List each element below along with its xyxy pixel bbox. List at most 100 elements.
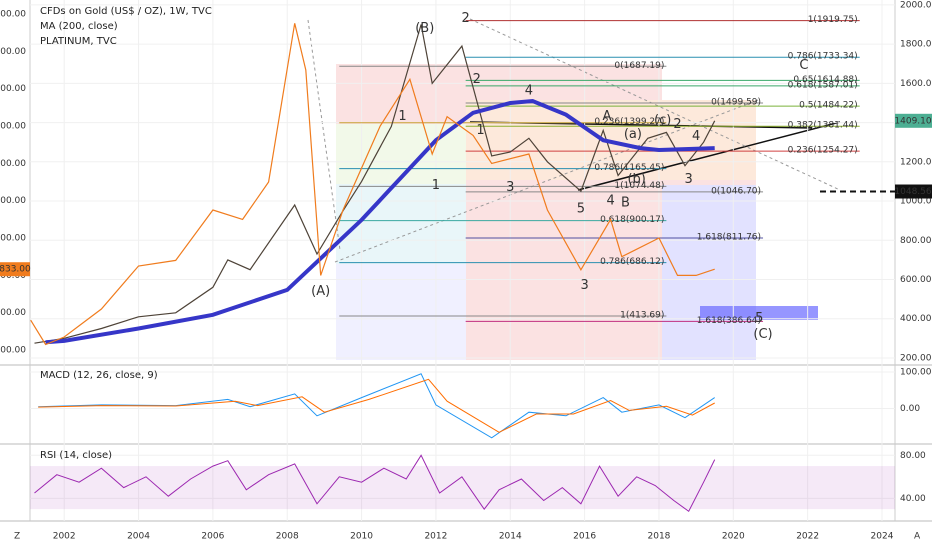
x-tick-label: 2008 bbox=[276, 532, 299, 542]
fib-label: 0.786(686.12) bbox=[600, 257, 664, 267]
price-tag-label: 1048.56 bbox=[894, 187, 931, 197]
y-tick-label: 600.00 bbox=[900, 275, 932, 285]
fib-label: 0(1687.19) bbox=[614, 61, 664, 71]
y-tick-label: 1200.00 bbox=[900, 157, 932, 167]
wave-label: 4 bbox=[606, 194, 614, 209]
corner-label: A bbox=[914, 532, 921, 542]
wave-label: (B) bbox=[415, 21, 434, 36]
fib-label: 1.618(386.64) bbox=[697, 316, 761, 326]
target-box bbox=[700, 306, 818, 320]
fib-label: 1.618(811.76) bbox=[697, 232, 761, 242]
y-tick-label: 200.00 bbox=[900, 353, 932, 363]
x-tick-label: 2004 bbox=[127, 532, 150, 542]
y-tick-label: 1400.00 bbox=[0, 159, 26, 169]
wave-label: 2 bbox=[473, 72, 481, 87]
wave-label: 1 bbox=[432, 178, 440, 193]
x-tick-label: 2018 bbox=[648, 532, 671, 542]
fib-label: 0.65(1614.88) bbox=[793, 75, 857, 85]
x-tick-label: 2016 bbox=[573, 532, 596, 542]
x-tick-label: 2020 bbox=[722, 532, 745, 542]
fib-label: 0.786(1733.34) bbox=[788, 52, 858, 62]
y-tick-label: 400.00 bbox=[900, 314, 932, 324]
corner-label: Z bbox=[14, 532, 20, 542]
y-tick-label: 1800.00 bbox=[0, 84, 26, 94]
wave-label: 4 bbox=[525, 84, 533, 99]
price-tag bbox=[0, 262, 30, 277]
legend-macd: MACD (12, 26, close, 9) bbox=[40, 370, 158, 381]
fib-label: 0.5(1484.22) bbox=[799, 101, 858, 111]
wave-label: (C) bbox=[753, 327, 772, 342]
x-tick-label: 2024 bbox=[871, 532, 894, 542]
wave-label: (A) bbox=[311, 284, 330, 299]
wave-label: 3 bbox=[506, 180, 514, 195]
legend-gold: CFDs on Gold (US$ / OZ), 1W, TVC bbox=[40, 6, 212, 17]
zone bbox=[336, 64, 662, 360]
wave-label: 2 bbox=[673, 117, 681, 132]
x-tick-label: 2010 bbox=[350, 532, 373, 542]
y-tick-label: 40.00 bbox=[900, 494, 926, 504]
y-tick-label: 80.00 bbox=[900, 451, 926, 461]
legend-platinum: PLATINUM, TVC bbox=[40, 36, 117, 47]
wave-label: C bbox=[799, 58, 808, 73]
fib-label: 0.236(1399.27) bbox=[594, 117, 664, 127]
wave-label: 4 bbox=[692, 129, 700, 144]
fib-label: 1(413.69) bbox=[620, 311, 664, 321]
fib-label: 0.236(1254.27) bbox=[788, 146, 858, 156]
wave-label: (b) bbox=[627, 172, 645, 187]
wave-label: (c) bbox=[654, 113, 671, 128]
y-tick-label: 1200.00 bbox=[0, 196, 26, 206]
y-tick-label: 0.00 bbox=[900, 404, 920, 414]
macd-line bbox=[38, 378, 715, 433]
y-tick-label: 400.00 bbox=[0, 346, 26, 356]
wave-label: 3 bbox=[580, 278, 588, 293]
y-tick-label: 800.00 bbox=[900, 236, 932, 246]
wave-label: 3 bbox=[685, 172, 693, 187]
fib-label: 0.786(1165.45) bbox=[594, 163, 664, 173]
x-tick-label: 2002 bbox=[53, 532, 76, 542]
zone bbox=[336, 64, 662, 124]
zone bbox=[336, 264, 662, 360]
y-tick-label: 1600.00 bbox=[0, 122, 26, 132]
wave-label: 1 bbox=[476, 123, 484, 138]
legend-ma: MA (200, close) bbox=[40, 21, 118, 32]
wave-label: 1 bbox=[398, 109, 406, 124]
price-tag-label: 833.00 bbox=[0, 265, 31, 275]
macd-line bbox=[38, 373, 715, 439]
x-tick-label: 2014 bbox=[499, 532, 522, 542]
y-tick-label: 1000.00 bbox=[0, 234, 26, 244]
y-tick-label: 1800.00 bbox=[900, 40, 932, 50]
wave-label: A bbox=[602, 109, 611, 124]
fib-label: 0.618(1587.01) bbox=[788, 80, 858, 90]
fib-label: 1(1074.48) bbox=[614, 181, 664, 191]
price-tag bbox=[895, 184, 932, 199]
trendline bbox=[577, 121, 841, 191]
series-line bbox=[34, 24, 716, 344]
x-tick-label: 2006 bbox=[201, 532, 224, 542]
fib-label: 1(1919.75) bbox=[808, 15, 858, 25]
wave-label: (a) bbox=[624, 127, 642, 142]
x-tick-label: 2022 bbox=[796, 532, 819, 542]
zone bbox=[466, 180, 756, 360]
trendline bbox=[469, 18, 841, 191]
y-tick-label: 1600.00 bbox=[900, 79, 932, 89]
fib-label: 0(1499.59) bbox=[711, 98, 761, 108]
fib-label: 0.382(1381.44) bbox=[788, 121, 858, 131]
fib-label: 0(1046.70) bbox=[711, 186, 761, 196]
price-tag-label: 1409.10 bbox=[894, 116, 931, 126]
y-tick-label: 2000.00 bbox=[0, 47, 26, 57]
y-tick-label: 2000.00 bbox=[900, 0, 932, 10]
wave-label: B bbox=[621, 195, 630, 210]
wave-label: 5 bbox=[577, 201, 585, 216]
rsi-band bbox=[30, 466, 895, 510]
wave-label: 2 bbox=[462, 11, 470, 26]
zone bbox=[662, 185, 756, 360]
wave-label: 5 bbox=[755, 311, 763, 326]
y-tick-label: 1000.00 bbox=[900, 197, 932, 207]
price-tag bbox=[895, 113, 932, 128]
y-tick-label: 600.00 bbox=[0, 308, 26, 318]
